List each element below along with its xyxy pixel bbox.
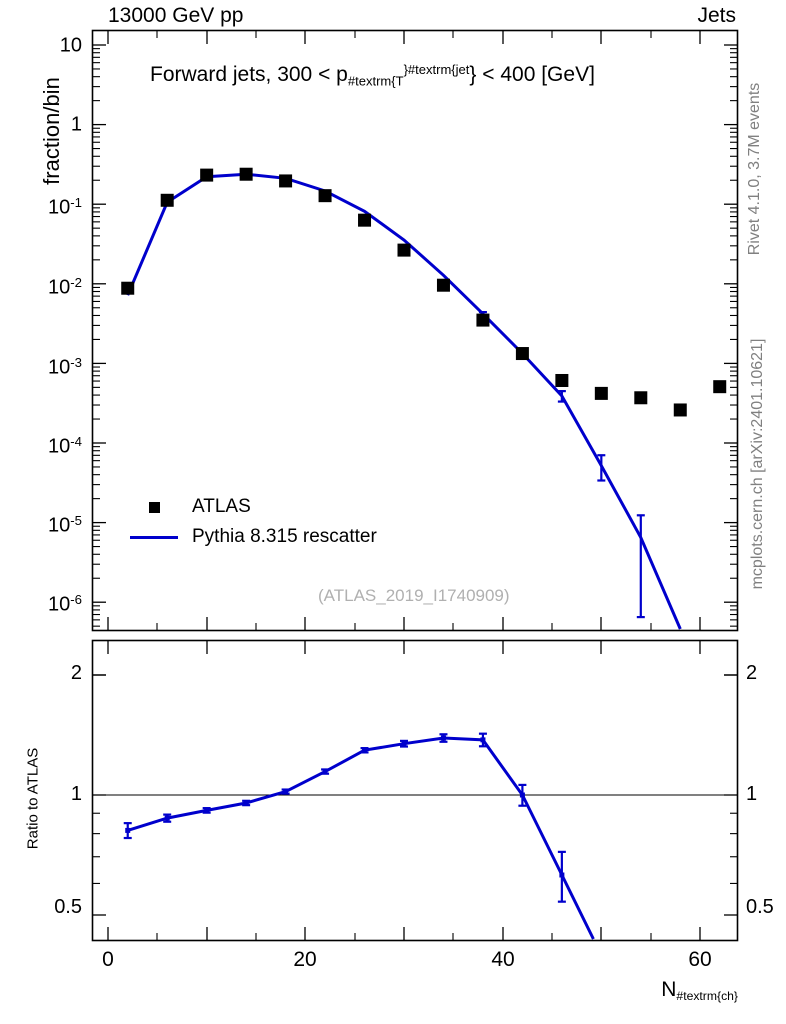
analysis-id-watermark: (ATLAS_2019_I1740909) — [318, 586, 510, 605]
ratio-ytick-2: 2 — [70, 662, 82, 684]
ratio-y-log-ticks — [93, 674, 737, 916]
legend-label-atlas: ATLAS — [192, 496, 251, 517]
main-panel-frame — [91, 29, 739, 632]
main-ytick-1em5: 10-5 — [48, 513, 82, 537]
ratio-series-group — [123, 732, 595, 940]
data-marker — [713, 380, 727, 394]
xtick-60: 60 — [688, 948, 712, 971]
main-ytick-1e1: 10 — [59, 34, 82, 57]
data-marker — [279, 174, 293, 188]
legend-square-marker-icon — [126, 501, 182, 513]
x-axis-title-main: N — [661, 978, 677, 1001]
main-ytick-1em6: 10-6 — [48, 592, 82, 616]
data-marker — [673, 403, 687, 417]
model-curve — [126, 172, 682, 630]
data-marker — [121, 281, 135, 295]
plot-title-sup: }#textrm{jet — [403, 62, 470, 77]
ratio-ytick-right-05: 0.5 — [746, 896, 774, 918]
main-ytick-1em2: 10-2 — [48, 275, 82, 299]
beam-energy-label: 13000 GeV pp — [108, 4, 244, 27]
main-ytick-1e0: 1 — [70, 113, 82, 136]
ratio-ytick-1: 1 — [70, 783, 82, 805]
ratio-curve — [127, 736, 595, 940]
data-marker — [634, 391, 648, 405]
x-axis-title-sub: #textrm{ch} — [676, 988, 738, 1003]
ratio-ytick-05: 0.5 — [54, 896, 82, 918]
plot-title-sub: #textrm{T — [347, 73, 404, 89]
data-marker — [555, 373, 569, 387]
data-marker — [318, 189, 332, 203]
main-series-group — [121, 167, 727, 630]
data-marker — [515, 347, 529, 361]
xtick-20: 20 — [293, 948, 317, 971]
legend-line-marker-icon — [126, 535, 182, 539]
data-marker — [160, 193, 174, 207]
xtick-0: 0 — [102, 948, 114, 971]
legend-item-atlas[interactable]: ATLAS — [126, 492, 377, 522]
xtick-40: 40 — [491, 948, 515, 971]
main-x-minor-ticks — [156, 31, 652, 630]
ratio-x-major-ticks — [107, 641, 701, 940]
main-ytick-1em4: 10-4 — [48, 434, 82, 458]
main-y-log-ticks — [93, 44, 737, 627]
data-marker — [358, 213, 372, 227]
main-x-major-ticks — [107, 31, 701, 630]
ratio-ytick-right-2: 2 — [746, 662, 758, 684]
data-marker — [476, 313, 490, 327]
legend: ATLAS Pythia 8.315 rescatter — [126, 492, 377, 552]
data-marker — [436, 278, 450, 292]
data-marker — [200, 168, 214, 182]
data-marker — [397, 243, 411, 257]
x-axis-title: N#textrm{ch} — [661, 978, 738, 1003]
ratio-ytick-right-1: 1 — [746, 783, 758, 805]
ratio-panel-frame — [91, 639, 739, 942]
legend-item-pythia[interactable]: Pythia 8.315 rescatter — [126, 522, 377, 552]
plot-title-prefix: Forward jets, 300 < p — [150, 63, 348, 87]
data-marker — [239, 167, 253, 181]
analysis-group-label: Jets — [697, 4, 736, 27]
plot-title-suffix: } < 400 [GeV] — [469, 63, 595, 87]
main-ytick-1em3: 10-3 — [48, 355, 82, 379]
plot-title: Forward jets, 300 < p#textrm{T}#textrm{j… — [150, 62, 595, 89]
legend-label-pythia: Pythia 8.315 rescatter — [192, 526, 377, 547]
data-marker — [594, 386, 608, 400]
main-ytick-1em1: 10-1 — [48, 195, 82, 219]
